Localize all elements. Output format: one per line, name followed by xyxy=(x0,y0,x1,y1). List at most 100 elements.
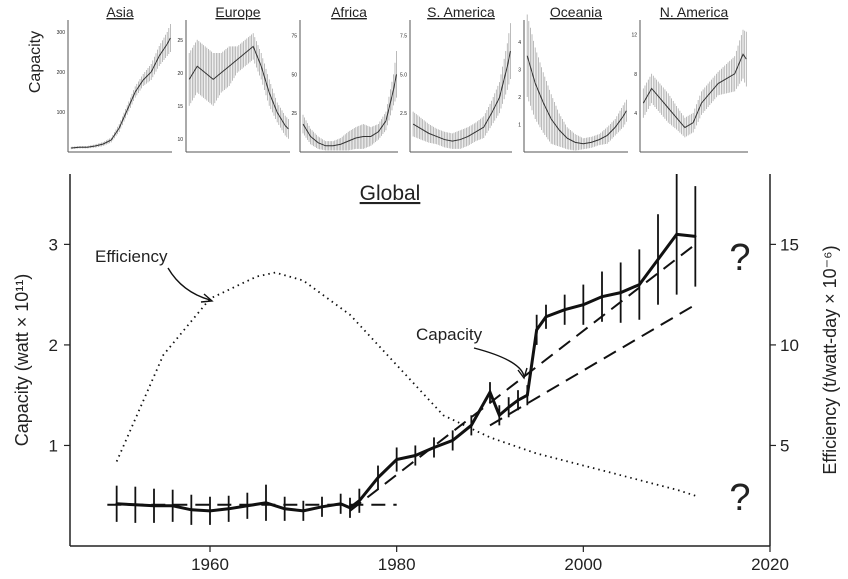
arrow-head xyxy=(200,293,214,303)
mini-y-tick-label: 8 xyxy=(634,72,637,78)
mini-y-tick-label: 4 xyxy=(518,40,521,46)
mini-chart-title: Europe xyxy=(215,4,260,20)
data-point xyxy=(283,507,286,510)
data-point xyxy=(451,439,454,442)
x-tick-label: 1960 xyxy=(191,555,229,574)
global-main-chart: 1960 1980 2000 2020 1 2 3 5 10 15 Global Capacity (… xyxy=(12,174,840,574)
annotation-capacity: Capacity xyxy=(416,325,483,344)
annotation-efficiency: Efficiency xyxy=(95,247,168,266)
mini-chart-5: Oceania 1 2 3 4 xyxy=(518,4,628,153)
mini-y-tick-label: 12 xyxy=(631,33,637,39)
mini-y-tick-label: 100 xyxy=(57,110,66,116)
question-mark-lower: ? xyxy=(729,477,750,519)
mini-y-tick-label: 10 xyxy=(177,137,183,143)
mini-chart-1: Asia 100 200 300 xyxy=(57,4,172,153)
x-tick-label: 2020 xyxy=(751,555,789,574)
data-point xyxy=(516,399,520,402)
mini-series-line xyxy=(412,50,511,142)
mini-chart-6: N. America 4 8 12 xyxy=(631,4,748,153)
mini-chart-3: Africa 25 50 75 xyxy=(291,4,398,153)
mini-y-tick-label: 2 xyxy=(518,95,521,101)
mini-chart-title: Asia xyxy=(106,4,133,20)
data-point xyxy=(582,303,585,306)
arrow-head xyxy=(517,367,528,380)
data-point xyxy=(171,504,174,507)
mini-series-line xyxy=(71,37,171,149)
data-point xyxy=(358,499,361,502)
mini-chart-title: N. America xyxy=(660,4,729,20)
data-point xyxy=(563,308,566,311)
data-point xyxy=(526,393,529,397)
data-point xyxy=(376,476,380,479)
series-line xyxy=(349,243,696,512)
y-tick-label: 3 xyxy=(49,235,58,254)
series-line xyxy=(116,232,696,513)
data-point xyxy=(348,506,352,509)
series-trend-fit xyxy=(349,243,696,512)
series-line xyxy=(115,271,696,497)
mini-series-line xyxy=(642,53,747,129)
data-point xyxy=(190,508,193,512)
y2-tick-label: 5 xyxy=(780,436,789,455)
data-point xyxy=(395,458,398,461)
data-point xyxy=(638,283,641,286)
data-point xyxy=(694,235,697,238)
data-point xyxy=(498,414,501,417)
series-efficiency xyxy=(115,271,696,497)
mini-y-tick-label: 5.0 xyxy=(400,72,407,78)
data-point xyxy=(544,315,548,318)
data-point xyxy=(208,509,212,513)
mini-y-tick-label: 200 xyxy=(57,70,66,76)
mini-y-tick-label: 20 xyxy=(177,71,183,77)
y-tick-label: 1 xyxy=(49,436,58,455)
x-tick-label: 2000 xyxy=(564,555,602,574)
data-point xyxy=(488,390,492,394)
mini-y-tick-label: 4 xyxy=(634,111,637,117)
mini-y-tick-label: 3 xyxy=(518,68,521,74)
series-lower-trend xyxy=(489,303,696,427)
series-capacity xyxy=(115,174,697,525)
mini-capacity-ylabel: Capacity xyxy=(27,31,44,93)
data-point xyxy=(264,501,268,504)
y-axis-label: Capacity (watt × 10¹¹) xyxy=(12,274,32,447)
mini-series-line xyxy=(526,55,627,145)
mini-y-tick-label: 1 xyxy=(518,123,521,129)
mini-chart-2: Europe 10 15 20 25 xyxy=(177,4,290,153)
mini-series-line xyxy=(188,45,289,130)
mini-chart-title: S. America xyxy=(427,4,495,20)
y2-axis-label: Efficiency (t/watt-day × 10⁻⁶) xyxy=(820,245,840,474)
mini-y-tick-label: 2.5 xyxy=(400,111,407,117)
data-point xyxy=(302,509,305,513)
mini-y-tick-label: 25 xyxy=(291,111,297,117)
mini-y-tick-label: 15 xyxy=(177,104,183,110)
data-point xyxy=(535,328,538,332)
question-mark-upper: ? xyxy=(729,237,750,279)
y-tick-label: 2 xyxy=(49,336,58,355)
data-point xyxy=(432,446,436,449)
y2-tick-label: 15 xyxy=(780,235,799,254)
data-point xyxy=(414,454,417,457)
chart-title: Global xyxy=(360,182,421,205)
mini-y-tick-label: 300 xyxy=(57,30,66,36)
mini-y-tick-label: 75 xyxy=(291,34,297,40)
y2-tick-label: 10 xyxy=(780,336,799,355)
data-point xyxy=(507,406,510,409)
mini-y-tick-label: 7.5 xyxy=(400,34,407,40)
data-point xyxy=(227,507,230,510)
data-point xyxy=(600,295,604,298)
annotation-arrow-efficiency xyxy=(167,267,211,301)
data-point xyxy=(675,233,678,236)
mini-chart-title: Africa xyxy=(331,4,367,20)
mini-y-tick-label: 25 xyxy=(177,38,183,44)
mini-chart-4: S. America 2.5 5.0 7.5 xyxy=(400,4,512,153)
annotation-arrow-capacity xyxy=(473,347,525,377)
data-point xyxy=(619,291,622,294)
mini-chart-title: Oceania xyxy=(550,4,602,20)
series-line xyxy=(489,303,696,427)
x-tick-label: 1980 xyxy=(378,555,416,574)
data-point xyxy=(656,258,660,261)
mini-y-tick-label: 50 xyxy=(291,72,297,78)
data-point xyxy=(320,505,324,508)
regional-mini-charts: Asia 100 200 300 Europe 10 15 20 25 Africa 25 50 75 S… xyxy=(57,4,748,153)
